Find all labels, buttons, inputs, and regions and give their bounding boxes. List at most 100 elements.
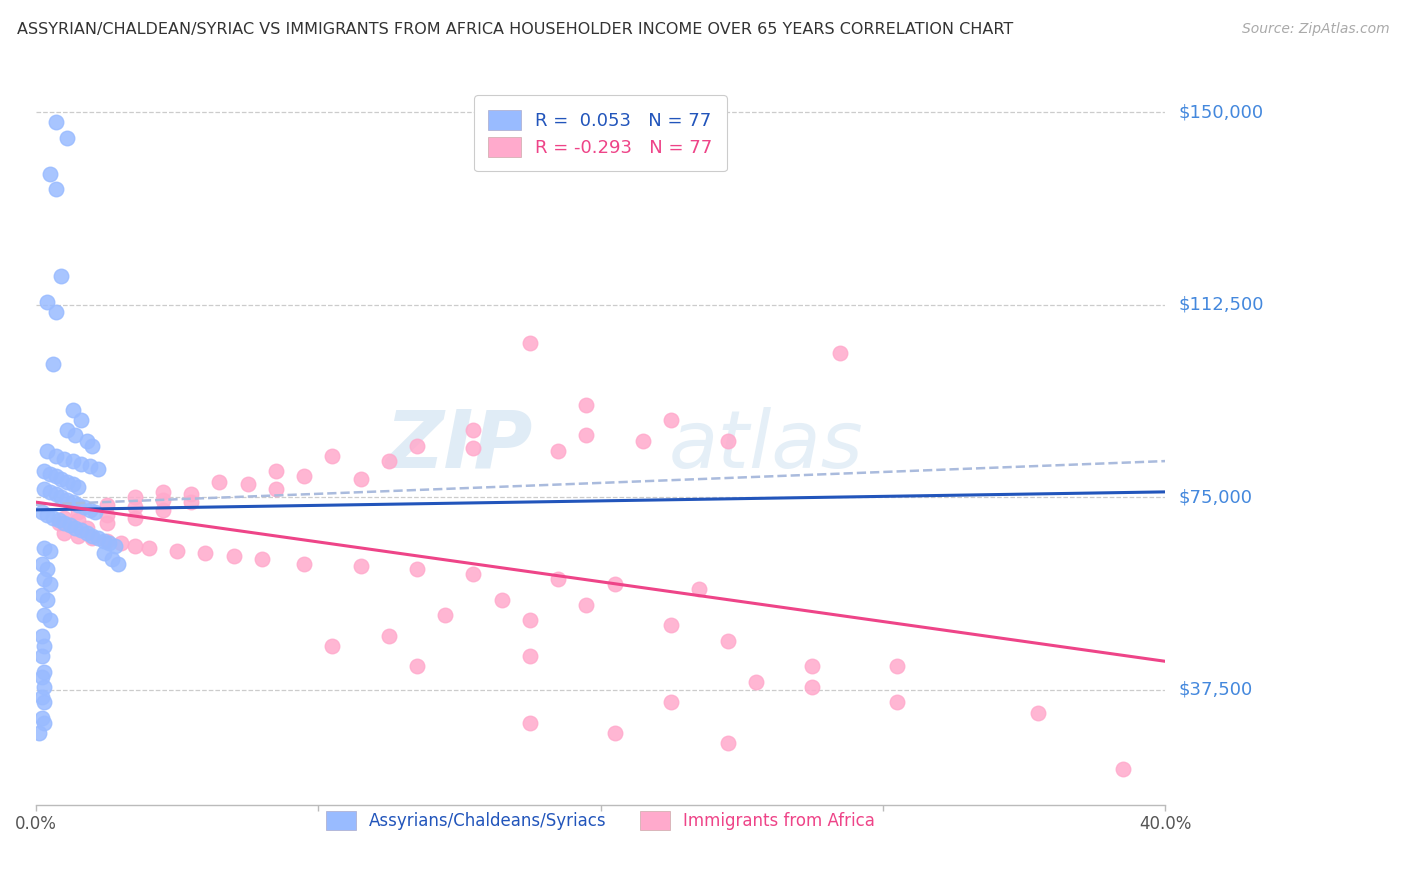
Point <box>34 483 56 497</box>
Point <box>42 510 65 524</box>
Point <box>180 495 202 509</box>
Point <box>67 498 90 512</box>
Point <box>434 608 457 623</box>
Point <box>124 500 146 515</box>
Point <box>76 521 98 535</box>
Point <box>194 546 217 560</box>
Point <box>34 680 56 694</box>
Point <box>53 510 76 524</box>
Point <box>87 531 110 545</box>
Text: $37,500: $37,500 <box>1180 681 1253 698</box>
Point <box>1112 762 1135 776</box>
Point <box>39 484 62 499</box>
Point <box>96 508 118 522</box>
Point <box>48 516 70 530</box>
Point <box>82 531 104 545</box>
Point <box>34 715 56 730</box>
Point <box>70 524 93 538</box>
Point <box>87 462 110 476</box>
Point <box>76 434 98 448</box>
Point <box>56 475 79 489</box>
Point <box>745 674 768 689</box>
Point <box>93 546 115 560</box>
Text: atlas: atlas <box>668 407 863 484</box>
Point <box>292 557 315 571</box>
Point <box>82 528 104 542</box>
Point <box>519 715 541 730</box>
Point <box>152 492 174 507</box>
Point <box>31 629 53 643</box>
Point <box>53 516 76 530</box>
Text: ZIP: ZIP <box>385 407 533 484</box>
Point <box>45 487 67 501</box>
Point <box>716 434 738 448</box>
Point <box>62 495 84 509</box>
Point <box>45 305 67 319</box>
Point <box>406 562 429 576</box>
Point <box>603 577 626 591</box>
Point <box>56 423 79 437</box>
Text: $112,500: $112,500 <box>1180 295 1264 313</box>
Point <box>575 598 598 612</box>
Point <box>51 490 73 504</box>
Text: $75,000: $75,000 <box>1180 488 1253 506</box>
Point <box>96 516 118 530</box>
Point <box>73 500 96 515</box>
Point <box>65 521 87 535</box>
Point <box>547 572 569 586</box>
Point <box>31 649 53 664</box>
Point <box>236 477 259 491</box>
Point <box>59 518 82 533</box>
Point <box>152 503 174 517</box>
Point <box>34 665 56 679</box>
Point <box>79 503 101 517</box>
Point <box>53 525 76 540</box>
Point <box>101 551 124 566</box>
Point <box>45 449 67 463</box>
Point <box>321 639 343 653</box>
Point <box>1026 706 1049 720</box>
Point <box>886 659 908 673</box>
Point <box>659 618 682 632</box>
Point <box>886 695 908 709</box>
Point <box>166 544 188 558</box>
Point <box>37 443 59 458</box>
Point <box>208 475 231 489</box>
Point <box>138 541 160 556</box>
Point <box>34 464 56 478</box>
Legend: Assyrians/Chaldeans/Syriacs, Immigrants from Africa: Assyrians/Chaldeans/Syriacs, Immigrants … <box>312 798 889 844</box>
Point <box>34 695 56 709</box>
Point <box>39 577 62 591</box>
Point <box>801 659 824 673</box>
Point <box>34 541 56 556</box>
Point <box>107 557 129 571</box>
Point <box>716 633 738 648</box>
Point <box>31 505 53 519</box>
Point <box>801 680 824 694</box>
Point <box>45 115 67 129</box>
Point <box>631 434 654 448</box>
Point <box>93 533 115 548</box>
Point <box>519 336 541 351</box>
Point <box>79 459 101 474</box>
Point <box>463 423 485 437</box>
Point <box>124 539 146 553</box>
Point <box>98 536 121 550</box>
Point <box>34 572 56 586</box>
Text: Source: ZipAtlas.com: Source: ZipAtlas.com <box>1241 22 1389 37</box>
Point <box>124 490 146 504</box>
Point <box>659 413 682 427</box>
Point <box>31 690 53 705</box>
Point <box>62 402 84 417</box>
Point <box>519 613 541 627</box>
Point <box>349 559 371 574</box>
Point <box>65 428 87 442</box>
Point <box>37 295 59 310</box>
Point <box>67 480 90 494</box>
Point <box>39 613 62 627</box>
Point <box>48 513 70 527</box>
Point <box>67 513 90 527</box>
Point <box>378 454 401 468</box>
Point <box>31 588 53 602</box>
Point <box>59 518 82 533</box>
